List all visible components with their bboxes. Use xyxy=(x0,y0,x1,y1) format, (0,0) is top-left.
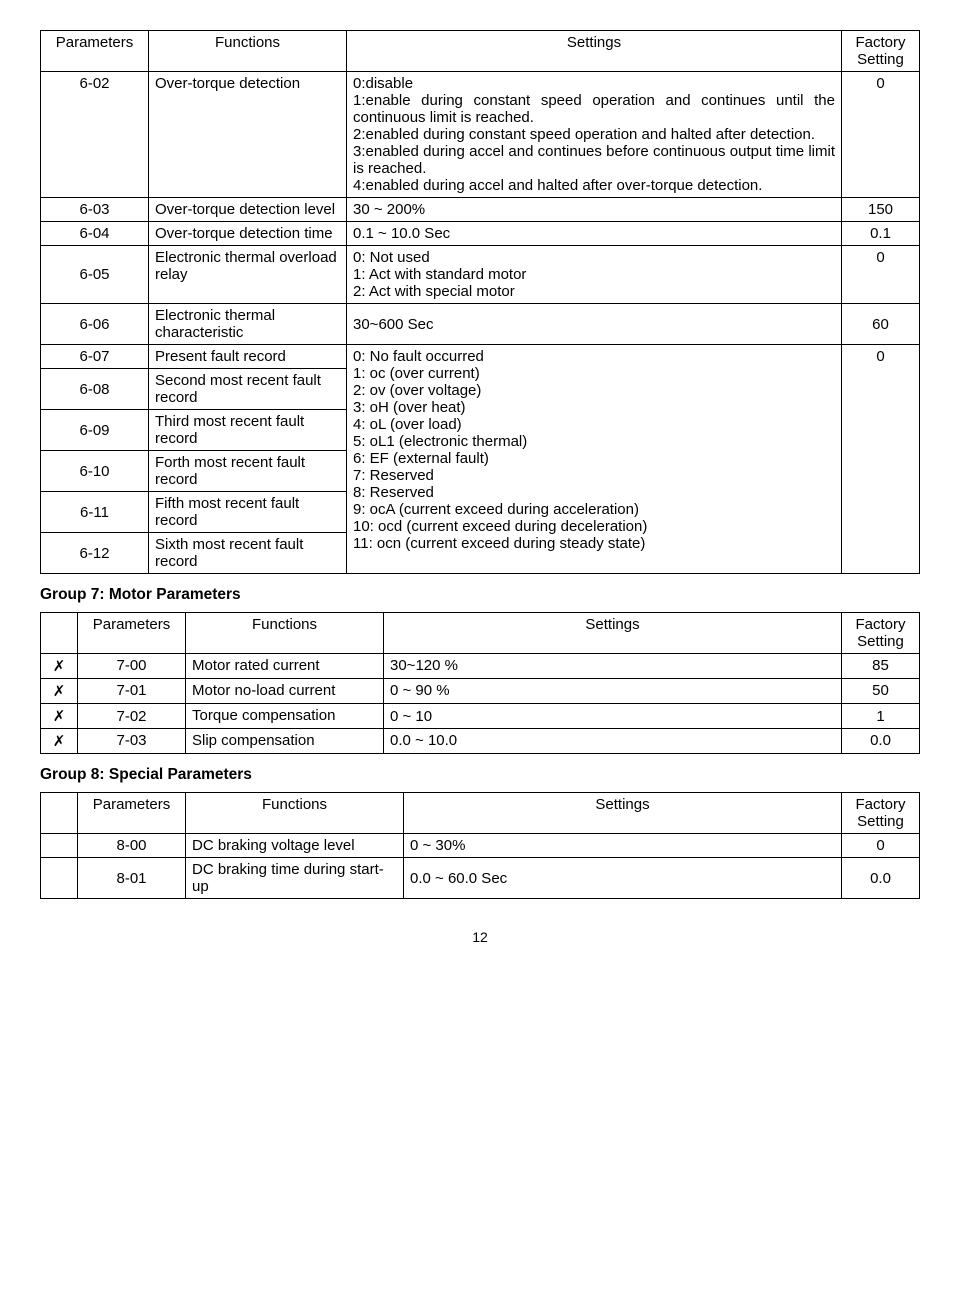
mark-icon: ✗ xyxy=(41,654,78,679)
param-cell: 6-02 xyxy=(41,72,149,198)
settings-cell: 30~120 % xyxy=(384,654,842,679)
param-cell: 7-01 xyxy=(78,679,186,704)
settings-cell: 0.0 ~ 60.0 Sec xyxy=(404,858,842,899)
table-group6: Parameters Functions Settings Factory Se… xyxy=(40,30,920,574)
func-cell: Over-torque detection level xyxy=(149,198,347,222)
header-factory: Factory Setting xyxy=(842,793,920,834)
param-cell: 6-03 xyxy=(41,198,149,222)
func-cell: Present fault record xyxy=(149,345,347,369)
factory-cell: 0.0 xyxy=(842,858,920,899)
header-settings: Settings xyxy=(347,31,842,72)
header-settings: Settings xyxy=(384,613,842,654)
table-row: 6-03 Over-torque detection level 30 ~ 20… xyxy=(41,198,920,222)
settings-cell: 0 ~ 30% xyxy=(404,834,842,858)
factory-cell: 1 xyxy=(842,704,920,729)
func-cell: Over-torque detection time xyxy=(149,222,347,246)
settings-cell: 0:disable 1:enable during constant speed… xyxy=(347,72,842,198)
func-cell: Fifth most recent fault record xyxy=(149,492,347,533)
table-row: 6-02 Over-torque detection 0:disable 1:e… xyxy=(41,72,920,198)
mark-icon xyxy=(41,834,78,858)
mark-icon xyxy=(41,858,78,899)
factory-cell: 0 xyxy=(842,246,920,304)
param-cell: 8-01 xyxy=(78,858,186,899)
factory-cell: 0 xyxy=(842,72,920,198)
settings-cell: 30 ~ 200% xyxy=(347,198,842,222)
table-row: ✗ 7-03 Slip compensation 0.0 ~ 10.0 0.0 xyxy=(41,729,920,754)
header-functions: Functions xyxy=(186,613,384,654)
mark-icon: ✗ xyxy=(41,729,78,754)
factory-cell: 85 xyxy=(842,654,920,679)
table-row: 6-06 Electronic thermal characteristic 3… xyxy=(41,304,920,345)
header-parameters: Parameters xyxy=(78,793,186,834)
settings-cell: 0 ~ 90 % xyxy=(384,679,842,704)
param-cell: 6-12 xyxy=(41,533,149,574)
func-cell: Torque compensation xyxy=(186,704,384,729)
factory-cell: 0.0 xyxy=(842,729,920,754)
param-cell: 7-00 xyxy=(78,654,186,679)
factory-cell: 60 xyxy=(842,304,920,345)
param-cell: 6-10 xyxy=(41,451,149,492)
header-settings: Settings xyxy=(404,793,842,834)
settings-cell: 0: Not used 1: Act with standard motor 2… xyxy=(347,246,842,304)
header-functions: Functions xyxy=(186,793,404,834)
func-cell: Motor rated current xyxy=(186,654,384,679)
table-row: 6-04 Over-torque detection time 0.1 ~ 10… xyxy=(41,222,920,246)
header-functions: Functions xyxy=(149,31,347,72)
page-number: 12 xyxy=(40,929,920,945)
func-cell: Sixth most recent fault record xyxy=(149,533,347,574)
header-icon xyxy=(41,793,78,834)
table-row: 8-00 DC braking voltage level 0 ~ 30% 0 xyxy=(41,834,920,858)
factory-cell: 150 xyxy=(842,198,920,222)
factory-cell: 0 xyxy=(842,345,920,574)
group8-title: Group 8: Special Parameters xyxy=(40,766,920,784)
func-cell: Slip compensation xyxy=(186,729,384,754)
func-cell: DC braking time during start-up xyxy=(186,858,404,899)
settings-cell: 30~600 Sec xyxy=(347,304,842,345)
param-cell: 6-04 xyxy=(41,222,149,246)
settings-cell: 0.0 ~ 10.0 xyxy=(384,729,842,754)
func-cell: Third most recent fault record xyxy=(149,410,347,451)
settings-cell: 0.1 ~ 10.0 Sec xyxy=(347,222,842,246)
table-row: 6-07 Present fault record 0: No fault oc… xyxy=(41,345,920,369)
factory-cell: 0 xyxy=(842,834,920,858)
table-row: ✗ 7-02 Torque compensation 0 ~ 10 1 xyxy=(41,704,920,729)
func-cell: Motor no-load current xyxy=(186,679,384,704)
group7-title: Group 7: Motor Parameters xyxy=(40,586,920,604)
header-parameters: Parameters xyxy=(78,613,186,654)
header-factory: Factory Setting xyxy=(842,613,920,654)
header-icon xyxy=(41,613,78,654)
func-cell: Second most recent fault record xyxy=(149,369,347,410)
func-cell: Over-torque detection xyxy=(149,72,347,198)
func-cell: Forth most recent fault record xyxy=(149,451,347,492)
header-factory: Factory Setting xyxy=(842,31,920,72)
mark-icon: ✗ xyxy=(41,679,78,704)
settings-cell: 0: No fault occurred 1: oc (over current… xyxy=(347,345,842,574)
table-group8: Parameters Functions Settings Factory Se… xyxy=(40,792,920,899)
param-cell: 7-03 xyxy=(78,729,186,754)
table-row: ✗ 7-00 Motor rated current 30~120 % 85 xyxy=(41,654,920,679)
mark-icon: ✗ xyxy=(41,704,78,729)
func-cell: DC braking voltage level xyxy=(186,834,404,858)
param-cell: 6-06 xyxy=(41,304,149,345)
param-cell: 6-08 xyxy=(41,369,149,410)
header-parameters: Parameters xyxy=(41,31,149,72)
param-cell: 6-11 xyxy=(41,492,149,533)
param-cell: 6-05 xyxy=(41,246,149,304)
func-cell: Electronic thermal overload relay xyxy=(149,246,347,304)
factory-cell: 50 xyxy=(842,679,920,704)
param-cell: 7-02 xyxy=(78,704,186,729)
param-cell: 6-09 xyxy=(41,410,149,451)
settings-cell: 0 ~ 10 xyxy=(384,704,842,729)
param-cell: 6-07 xyxy=(41,345,149,369)
table-row: ✗ 7-01 Motor no-load current 0 ~ 90 % 50 xyxy=(41,679,920,704)
param-cell: 8-00 xyxy=(78,834,186,858)
table-group7: Parameters Functions Settings Factory Se… xyxy=(40,612,920,754)
factory-cell: 0.1 xyxy=(842,222,920,246)
table-row: 8-01 DC braking time during start-up 0.0… xyxy=(41,858,920,899)
table-row: 6-05 Electronic thermal overload relay 0… xyxy=(41,246,920,304)
func-cell: Electronic thermal characteristic xyxy=(149,304,347,345)
